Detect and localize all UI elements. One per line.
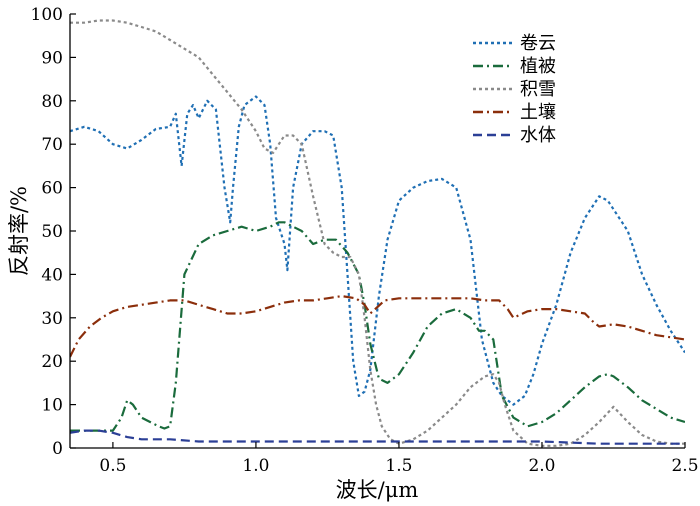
x-tick-label: 1.0 — [242, 456, 269, 476]
y-tick-label: 90 — [41, 48, 63, 68]
legend-label-5: 水体 — [520, 125, 556, 146]
y-tick-label: 10 — [41, 396, 63, 416]
y-tick-label: 70 — [41, 135, 63, 155]
y-tick-label: 30 — [41, 309, 63, 329]
x-tick-label: 2.0 — [528, 456, 555, 476]
y-axis-title: 反射率/% — [7, 186, 31, 276]
x-tick-label: 1.5 — [385, 456, 412, 476]
series-layer — [70, 19, 685, 447]
series-line-4 — [70, 295, 685, 358]
legend-label-1: 卷云 — [520, 33, 556, 54]
y-tick-label: 50 — [41, 222, 63, 242]
y-tick-label: 80 — [41, 92, 63, 112]
y-tick-label: 0 — [52, 439, 63, 459]
legend-label-4: 土壤 — [520, 102, 556, 123]
x-tick-label: 2.5 — [671, 456, 698, 476]
series-line-1 — [70, 95, 685, 406]
x-axis-title: 波长/μm — [336, 478, 419, 502]
legend-label-2: 植被 — [520, 56, 556, 77]
legend-label-3: 积雪 — [520, 79, 556, 100]
y-tick-label: 100 — [31, 5, 63, 25]
series-line-5 — [70, 429, 685, 445]
y-tick-label: 40 — [41, 265, 63, 285]
y-tick-label: 20 — [41, 352, 63, 372]
series-line-2 — [70, 221, 685, 432]
axes-layer: 0.5 1.0 1.5 2.0 2.5 0 10 20 30 40 50 60 70 80 90 100 — [31, 5, 699, 476]
y-tick-label: 60 — [41, 179, 63, 199]
x-tick-label: 0.5 — [99, 456, 126, 476]
series-line-3 — [70, 19, 685, 447]
